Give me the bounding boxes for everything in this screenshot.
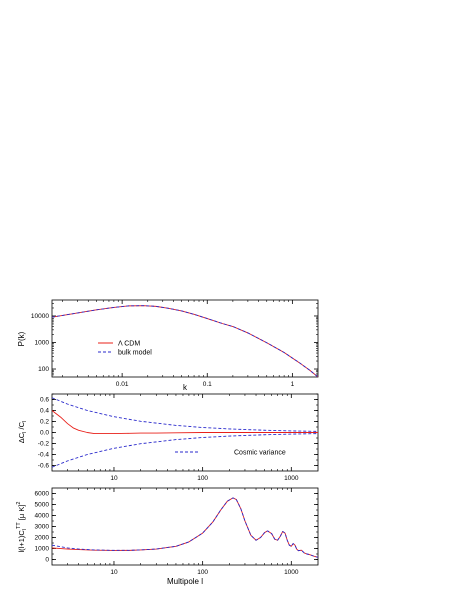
- legend-label: Cosmic variance: [234, 450, 286, 457]
- x-axis-label: k: [183, 383, 188, 392]
- x-tick-label: 100: [197, 475, 208, 482]
- label-part: /C: [17, 421, 26, 431]
- x-tick-label: 100: [197, 569, 208, 576]
- y-tick-label: 0.6: [40, 397, 49, 404]
- legend-panel-2: Cosmic variance: [175, 450, 286, 457]
- y-tick-label: 4000: [35, 513, 50, 520]
- y-tick-label: 0.0: [40, 430, 49, 437]
- y-tick-label: 0.4: [40, 408, 49, 415]
- x-tick-label: 1: [291, 381, 295, 388]
- subscript: l: [22, 432, 28, 433]
- label-part: [μ K]: [17, 505, 26, 523]
- legend-panel-1: Λ CDM bulk model: [98, 341, 152, 357]
- x-tick-label: 10: [110, 475, 118, 482]
- x-tick-label: 1000: [284, 569, 299, 576]
- series-line-1: [52, 410, 318, 435]
- x-tick-label: 0.1: [203, 381, 212, 388]
- panel-3: 10 100 1000 0 1000 2000 3000 4000 5000 6000: [35, 487, 319, 576]
- y-axis-label: l(l+1)ClTT [μ K]2: [16, 502, 28, 553]
- x-tick-label: 0.01: [116, 381, 129, 388]
- x-tick-label: 10: [110, 569, 118, 576]
- y-tick-label: 1000: [35, 546, 50, 553]
- y-tick-label: 100: [38, 366, 49, 373]
- series-line-1: [52, 305, 318, 377]
- series-group: [52, 397, 318, 468]
- legend-label: bulk model: [118, 350, 152, 357]
- label-part: 2: [16, 502, 22, 505]
- series-line-2: [52, 497, 318, 558]
- y-tick-label: 3000: [35, 524, 50, 531]
- y-tick-label: 0.2: [40, 419, 49, 426]
- y-tick-label: 1000: [35, 340, 50, 347]
- series-group: [52, 497, 318, 558]
- panel-1: 0.01 0.1 1 100 1000 10000: [31, 299, 319, 388]
- label-part: l: [22, 529, 28, 530]
- plot-frame: [51, 487, 319, 566]
- y-tick-label: 2000: [35, 535, 50, 542]
- y-tick-label: -0.6: [38, 463, 50, 470]
- label-part: TT: [16, 522, 22, 529]
- label-part: l(l+1)C: [17, 530, 26, 553]
- series-line-2: [52, 397, 318, 432]
- series-group: [52, 305, 318, 377]
- x-axis-label: Multipole l: [167, 577, 203, 586]
- panel-2: 10 100 1000 -0.6 -0.4 -0.2 0.0 0.2 0.4 0.6: [38, 393, 319, 482]
- series-line-3: [52, 433, 318, 468]
- y-axis-label: ΔCl /Cl: [17, 421, 28, 444]
- subscript: l: [22, 421, 28, 422]
- plot-frame: [51, 299, 319, 378]
- y-tick-label: 10000: [31, 313, 49, 320]
- y-tick-label: -0.4: [38, 452, 50, 459]
- y-axis-label: P(k): [17, 331, 26, 346]
- y-tick-label: 6000: [35, 491, 50, 498]
- x-tick-label: 1000: [284, 475, 299, 482]
- y-tick-label: 0: [45, 557, 49, 564]
- y-tick-label: -0.2: [38, 441, 50, 448]
- series-line-1: [52, 497, 318, 558]
- y-tick-label: 5000: [35, 502, 50, 509]
- legend-label: Λ CDM: [118, 341, 140, 348]
- series-line-2: [52, 305, 318, 377]
